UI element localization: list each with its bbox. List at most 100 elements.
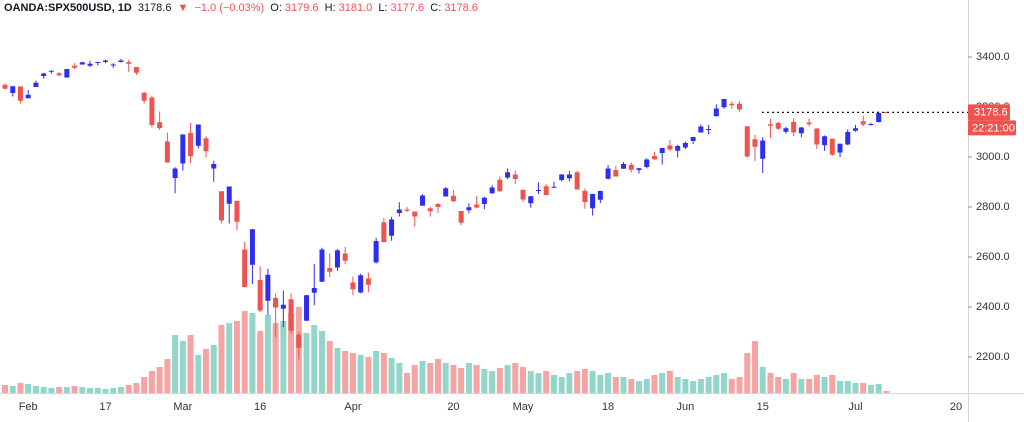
candle-body: [180, 134, 186, 164]
candle-body: [412, 211, 418, 217]
x-tick-label: Jul: [848, 401, 862, 413]
candle-body: [288, 299, 294, 331]
volume-bar: [303, 333, 310, 393]
volume-bar: [798, 379, 805, 393]
volume-bar: [659, 373, 666, 393]
y-tick-label: 3400.0: [976, 51, 1010, 63]
candle-body: [528, 196, 534, 204]
candle-body: [126, 62, 132, 64]
volume-bar: [458, 368, 465, 393]
candle-body: [760, 140, 766, 159]
candle-body: [72, 65, 78, 68]
volume-bar: [148, 371, 155, 393]
candle-body: [605, 168, 611, 179]
volume-bar: [311, 325, 318, 393]
candle-body: [783, 128, 789, 132]
candle-body: [280, 304, 286, 309]
candle-body: [389, 219, 395, 236]
volume-bar: [9, 386, 16, 393]
candle-body: [87, 63, 93, 66]
candle-body: [860, 121, 866, 125]
volume-bar: [156, 367, 163, 393]
candle-body: [582, 190, 588, 202]
volume-bar: [187, 335, 194, 393]
candle-body: [203, 138, 209, 152]
candle-body: [141, 92, 147, 101]
candle-body: [876, 113, 882, 122]
candle-body: [427, 208, 433, 212]
volume-bar: [566, 373, 573, 393]
price-tag-label: 3178.6: [974, 106, 1008, 118]
volume-bar: [326, 341, 333, 393]
volume-bar: [233, 321, 240, 393]
candle-body: [458, 211, 464, 223]
candle-body: [249, 229, 255, 265]
volume-bar: [380, 353, 387, 393]
volume-bar: [674, 377, 681, 393]
volume-bar: [605, 373, 612, 393]
candle-body: [365, 278, 371, 285]
y-tick-label: 2400.0: [976, 301, 1010, 313]
candle-body: [651, 156, 657, 160]
volume-bar: [829, 375, 836, 393]
candle-body: [752, 139, 758, 147]
candle-layer: [2, 58, 889, 360]
volume-bar: [133, 383, 140, 393]
low: 3177.6: [390, 2, 425, 14]
volume-bar: [218, 325, 225, 393]
volume-bar: [636, 381, 642, 393]
candle-body: [358, 275, 364, 293]
candle-body: [713, 108, 719, 117]
candle-body: [296, 334, 302, 348]
candle-body: [48, 70, 54, 72]
volume-bar: [713, 375, 720, 393]
volume-bar: [434, 359, 441, 393]
y-tick-label: 2800.0: [976, 201, 1010, 213]
y-tick-label: 2200.0: [976, 351, 1010, 363]
candle-body: [706, 129, 712, 130]
volume-bar: [17, 383, 24, 393]
volume-bar: [512, 363, 519, 393]
volume-bar: [744, 353, 751, 393]
volume-bar: [172, 335, 179, 393]
candle-body: [234, 200, 240, 222]
axis-layer: 2200.02400.02600.02800.03000.03200.03400…: [19, 51, 1016, 413]
candle-body: [435, 204, 441, 207]
volume-bar: [860, 383, 867, 393]
candle-body: [628, 164, 634, 170]
candle-body: [791, 122, 797, 133]
open: 3179.6: [284, 2, 319, 14]
volume-bar: [388, 358, 395, 393]
candle-body: [79, 62, 85, 65]
volume-bar: [790, 373, 797, 393]
volume-bar: [257, 331, 264, 393]
candle-body: [737, 103, 743, 110]
volume-bar: [280, 321, 287, 393]
volume-bar: [643, 379, 650, 393]
x-tick-label: 20: [950, 401, 962, 413]
volume-bar: [450, 365, 457, 393]
candle-body: [690, 137, 696, 141]
volume-bar: [63, 387, 70, 393]
volume-bar: [141, 377, 148, 393]
candle-body: [420, 195, 426, 206]
y-tick-label: 2600.0: [976, 251, 1010, 263]
volume-bar: [342, 351, 349, 393]
countdown-tag: [968, 120, 1016, 136]
volume-bar: [110, 388, 117, 393]
volume-bar: [87, 388, 94, 393]
volume-bar: [357, 355, 364, 393]
candle-body: [304, 295, 310, 321]
volume-bar: [288, 313, 295, 393]
volume-bar: [319, 331, 325, 393]
candle-body: [644, 159, 650, 167]
volume-bar: [550, 375, 557, 393]
volume-bar: [226, 323, 233, 393]
volume-bar: [844, 381, 851, 393]
volume-bar: [442, 363, 449, 393]
volume-bar: [164, 359, 171, 393]
volume-bar: [25, 384, 32, 393]
volume-bar: [241, 311, 248, 393]
volume-bar: [612, 377, 619, 393]
